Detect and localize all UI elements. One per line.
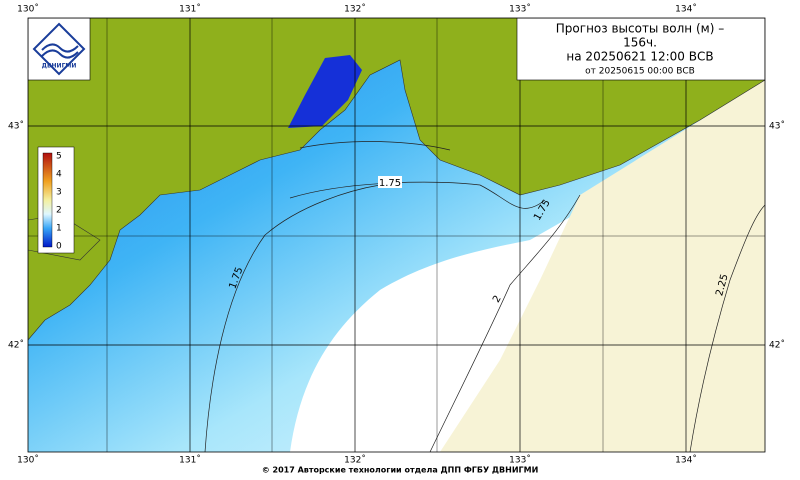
colorbar-label: 4 xyxy=(56,170,62,180)
lon-label: 133˚ xyxy=(509,4,531,15)
title-line: на 20250621 12:00 ВСВ xyxy=(566,50,713,64)
contour-label: 1.75 xyxy=(379,178,401,189)
colorbar-label: 0 xyxy=(56,242,62,252)
lon-label: 132˚ xyxy=(344,455,366,466)
title-line: от 20250615 00:00 ВСВ xyxy=(585,67,695,77)
graticule xyxy=(28,18,765,452)
sand-zone xyxy=(440,80,765,452)
logo-box xyxy=(28,18,91,81)
lon-label: 133˚ xyxy=(509,455,531,466)
lat-label: 42˚ xyxy=(769,340,785,351)
lon-label: 134˚ xyxy=(675,4,697,15)
contours xyxy=(204,141,765,452)
map: 1.75 1.75 1.75 2 2.25 Прогноз высоты вол… xyxy=(28,18,765,452)
logo-mark xyxy=(32,22,86,76)
lon-label: 130˚ xyxy=(17,4,39,15)
color-bar xyxy=(42,152,53,248)
logo-waves xyxy=(41,43,79,59)
title-line: 156ч. xyxy=(623,36,657,50)
map-frame xyxy=(27,17,766,453)
contour-label-bg xyxy=(378,176,402,188)
colorbar-label: 2 xyxy=(56,206,62,216)
lat-label: 43˚ xyxy=(769,121,785,132)
lat-label: 42˚ xyxy=(8,340,24,351)
title-box xyxy=(516,18,765,81)
lon-label: 134˚ xyxy=(675,455,697,466)
lon-label: 132˚ xyxy=(344,4,366,15)
footer: © 2017 Авторские технологии отдела ДПП Ф… xyxy=(262,466,539,475)
colorbar-label: 1 xyxy=(56,224,62,234)
colorbar-label: 3 xyxy=(56,188,62,198)
lon-label: 130˚ xyxy=(17,455,39,466)
title-line: Прогноз высоты волн (м) – xyxy=(556,22,724,36)
land xyxy=(28,18,765,341)
lat-label: 43˚ xyxy=(8,121,24,132)
lon-label: 131˚ xyxy=(179,455,201,466)
contour-label: 2 xyxy=(491,294,504,305)
logo-text: ДВНИГМИ xyxy=(42,63,77,70)
lon-label: 131˚ xyxy=(179,4,201,15)
colorbar-label: 5 xyxy=(56,152,62,162)
bay xyxy=(288,55,362,128)
